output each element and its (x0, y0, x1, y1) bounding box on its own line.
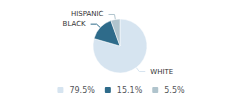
svg-text:WHITE: WHITE (150, 68, 173, 76)
svg-text:15.1%: 15.1% (117, 86, 143, 95)
svg-text:5.5%: 5.5% (164, 86, 185, 95)
svg-text:BLACK: BLACK (63, 20, 86, 28)
svg-text:HISPANIC: HISPANIC (71, 10, 104, 18)
svg-text:79.5%: 79.5% (69, 86, 95, 95)
